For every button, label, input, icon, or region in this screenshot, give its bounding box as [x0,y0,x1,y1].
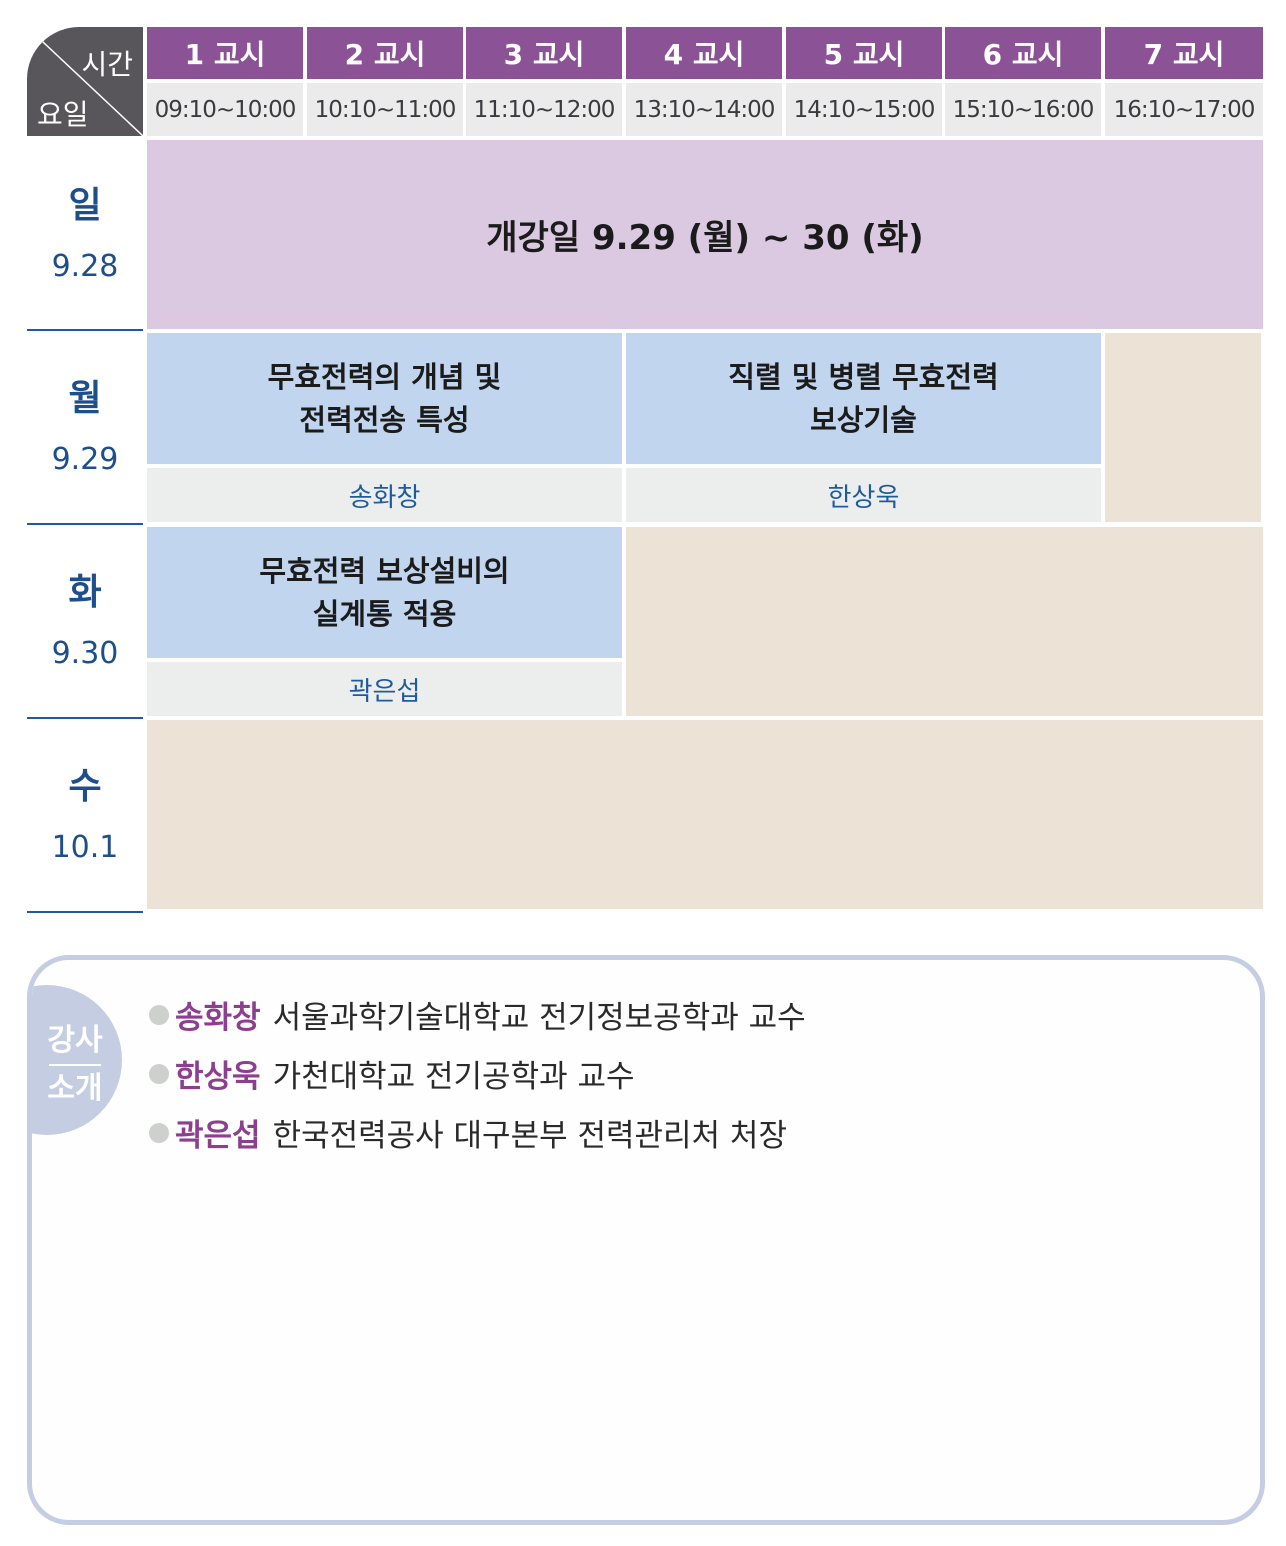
bullet-icon [149,1004,169,1025]
period-header-6: 6 교시 [945,27,1101,79]
day-name: 화 [68,572,102,613]
period-time-5: 14:10~15:00 [786,83,942,136]
corner-diagonal [27,27,143,136]
day-date: 9.29 [51,442,119,477]
day-header-sun: 일 9.28 [27,140,143,331]
empty-slot-wed [147,720,1263,909]
lecturer-mon-1: 송화창 [147,468,622,522]
period-time-1: 09:10~10:00 [147,83,303,136]
day-name: 수 [68,765,102,807]
lecture-tue-1: 무효전력 보상설비의 실계통 적용 [147,527,622,658]
lecturer-intro-box: 강사 소개 송화창 서울과학기술대학교 전기정보공학과 교수 한상욱 가천대학교… [27,955,1265,1525]
day-name: 월 [68,378,102,419]
period-time-2: 10:10~11:00 [307,83,463,136]
opening-banner: 개강일 9.29 (월) ~ 30 (화) [147,140,1263,329]
intro-item: 한상욱 가천대학교 전기공학과 교수 [149,1051,635,1096]
period-header-2: 2 교시 [307,27,463,79]
day-name: 일 [68,184,102,226]
period-time-4: 13:10~14:00 [626,83,782,136]
bullet-icon [149,1063,169,1084]
period-header-5: 5 교시 [786,27,942,79]
intro-tab-line1: 강사 [47,1023,103,1058]
intro-desc: 서울과학기술대학교 전기정보공학과 교수 [272,1000,806,1036]
intro-tab-label: 강사 소개 [43,1022,107,1107]
day-date: 9.28 [51,248,119,284]
intro-name: 한상욱 [175,1059,261,1095]
lecturer-mon-2: 한상욱 [626,468,1101,522]
empty-slot-mon [1105,333,1261,522]
day-header-mon: 월 9.29 [27,333,143,525]
lecture-mon-2: 직렬 및 병렬 무효전력 보상기술 [626,333,1101,464]
intro-name: 송화창 [175,1000,261,1036]
bullet-icon [149,1122,169,1143]
day-header-wed: 수 10.1 [27,720,143,913]
intro-tab-line2: 소개 [47,1070,103,1106]
period-header-1: 1 교시 [147,27,303,79]
intro-tab-divider [49,1063,101,1066]
period-time-7: 16:10~17:00 [1105,83,1263,136]
period-time-6: 15:10~16:00 [945,83,1101,136]
day-date: 10.1 [51,829,119,865]
intro-item: 곽은섭 한국전력공사 대구본부 전력관리처 처장 [149,1110,787,1155]
period-header-7: 7 교시 [1105,27,1263,79]
lecture-mon-1: 무효전력의 개념 및 전력전송 특성 [147,333,622,464]
period-header-3: 3 교시 [466,27,622,79]
empty-slot-tue [626,527,1263,716]
corner-day-label: 요일 [37,98,89,131]
intro-desc: 가천대학교 전기공학과 교수 [272,1059,635,1095]
intro-item: 송화창 서울과학기술대학교 전기정보공학과 교수 [149,992,806,1037]
intro-desc: 한국전력공사 대구본부 전력관리처 처장 [272,1118,787,1154]
period-header-4: 4 교시 [626,27,782,79]
day-date: 9.30 [51,636,119,671]
corner-time-label: 시간 [81,48,133,81]
corner-header: 시간 요일 [27,27,143,136]
period-time-3: 11:10~12:00 [466,83,622,136]
intro-name: 곽은섭 [175,1118,261,1154]
day-header-tue: 화 9.30 [27,527,143,719]
lecturer-tue-1: 곽은섭 [147,662,622,716]
